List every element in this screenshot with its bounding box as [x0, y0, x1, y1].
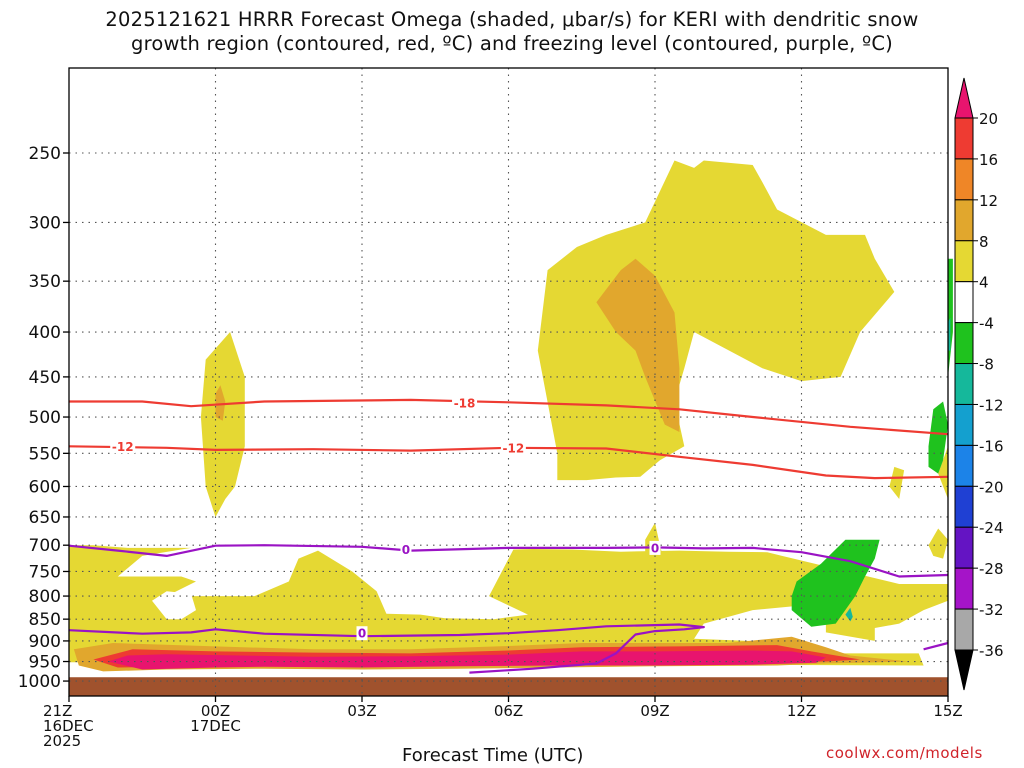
colorbar-label: -36 [979, 642, 1004, 660]
contour-label: -12 [112, 440, 134, 454]
contour-label-bg [649, 540, 661, 555]
colorbar-label: -8 [979, 356, 994, 374]
contour-label-bg [500, 440, 526, 455]
contours [68, 398, 949, 674]
omega-green-right-mid [928, 401, 948, 474]
y-tick-label: 450 [29, 368, 61, 388]
y-tick-label: 1000 [18, 672, 61, 692]
y-tick-label: 950 [29, 653, 61, 673]
chart-title-line1: 2025121621 HRRR Forecast Omega (shaded, … [105, 8, 919, 31]
colorbar-box [954, 363, 974, 405]
colorbar-label: 8 [979, 233, 989, 251]
x-tick-label: 00Z [201, 702, 230, 720]
y-tick-label: 250 [29, 144, 61, 164]
y-tick-label: 350 [29, 272, 61, 292]
colorbar-label: 20 [979, 110, 998, 128]
colorbar-label: -4 [979, 315, 994, 333]
y-tick-label: 800 [29, 587, 61, 607]
y-axis: 2503003504004505005506006507007508008509… [18, 144, 69, 692]
x-axis-title: Forecast Time (UTC) [402, 745, 584, 766]
colorbar-box [954, 199, 974, 242]
omega-green-right-lower [791, 539, 880, 627]
contour-label: 0 [358, 627, 366, 641]
contour-label: 0 [402, 543, 410, 557]
colorbar-box [954, 322, 974, 365]
colorbar-bottom-arrow [954, 649, 974, 691]
omega-orange-small [215, 385, 226, 421]
omega-magenta-core [108, 650, 826, 670]
x-tick-label: 21Z [43, 702, 72, 720]
colorbar-label: -12 [979, 396, 1004, 414]
x-tick-label: 2025 [43, 732, 81, 750]
contour-label: -12 [503, 441, 525, 455]
contour-freezing-level-edge [923, 641, 949, 651]
colorbar-box [954, 240, 974, 283]
omega-yellow-small-2 [889, 466, 905, 499]
omega-yellow-edge-right [938, 385, 948, 499]
colorbar-box [954, 608, 974, 651]
x-tick-label: 03Z [347, 702, 376, 720]
contour-dendritic-minus12 [68, 445, 949, 480]
colorbar-box [954, 403, 974, 446]
y-tick-label: 750 [29, 562, 61, 582]
contour-freezing-level-lower [68, 623, 705, 674]
contour-label-bg [110, 439, 136, 454]
colorbar-label: -32 [979, 601, 1004, 619]
contour-label-bg [400, 542, 412, 557]
omega-orange-upper [596, 258, 680, 432]
x-tick-label: 16DEC [43, 717, 94, 735]
contour-label: -18 [454, 397, 476, 411]
omega-teal-dot-1 [845, 607, 853, 622]
x-tick-label: 17DEC [190, 717, 241, 735]
y-tick-label: 400 [29, 323, 61, 343]
contour-label: 0 [651, 541, 659, 555]
y-tick-label: 900 [29, 632, 61, 652]
omega-yellow-mid-1 [200, 332, 245, 517]
x-tick-label: 09Z [640, 702, 669, 720]
x-tick-label: 15Z [933, 702, 962, 720]
y-tick-label: 550 [29, 444, 61, 464]
contour-dendritic-minus18 [69, 398, 949, 436]
colorbar-label: 12 [979, 192, 998, 210]
colorbar-label: -16 [979, 437, 1004, 455]
gridlines [69, 68, 948, 696]
colorbar-box [954, 567, 974, 610]
colorbar-label: -24 [979, 519, 1004, 537]
x-tick-label: 06Z [494, 702, 523, 720]
colorbar-box [954, 485, 974, 528]
colorbar-label: 16 [979, 151, 998, 169]
colorbar-top-arrow [954, 77, 974, 119]
colorbar-box [954, 281, 974, 324]
omega-green-right-upper [948, 258, 953, 377]
contour-label-bg [452, 396, 478, 411]
y-tick-label: 500 [29, 408, 61, 428]
colorbar-box [954, 158, 974, 201]
omega-shading [69, 160, 953, 672]
contour-freezing-level-upper [68, 544, 949, 578]
colorbar-label: 4 [979, 274, 989, 292]
omega-yellow-small-3 [928, 528, 948, 559]
y-tick-label: 300 [29, 213, 61, 233]
colorbar-box [954, 117, 974, 160]
y-tick-label: 650 [29, 508, 61, 528]
colorbar-box [954, 526, 974, 569]
chart-title-line2: growth region (contoured, red, ºC) and f… [131, 32, 893, 55]
contour-label-bg [356, 626, 368, 641]
y-tick-label: 600 [29, 477, 61, 497]
colorbar: 20 16 12 8 4 -4 -8 -12 -16 -20 -24 -28 -32 -36 [954, 77, 1004, 691]
y-tick-label: 850 [29, 610, 61, 630]
omega-yellow-upper [537, 160, 895, 481]
colorbar-box [954, 444, 974, 487]
omega-white-hole [152, 591, 196, 620]
colorbar-label: -20 [979, 478, 1004, 496]
y-tick-label: 700 [29, 536, 61, 556]
x-tick-label: 12Z [787, 702, 816, 720]
colorbar-label: -28 [979, 560, 1004, 578]
credit-link[interactable]: coolwx.com/models [826, 744, 983, 762]
